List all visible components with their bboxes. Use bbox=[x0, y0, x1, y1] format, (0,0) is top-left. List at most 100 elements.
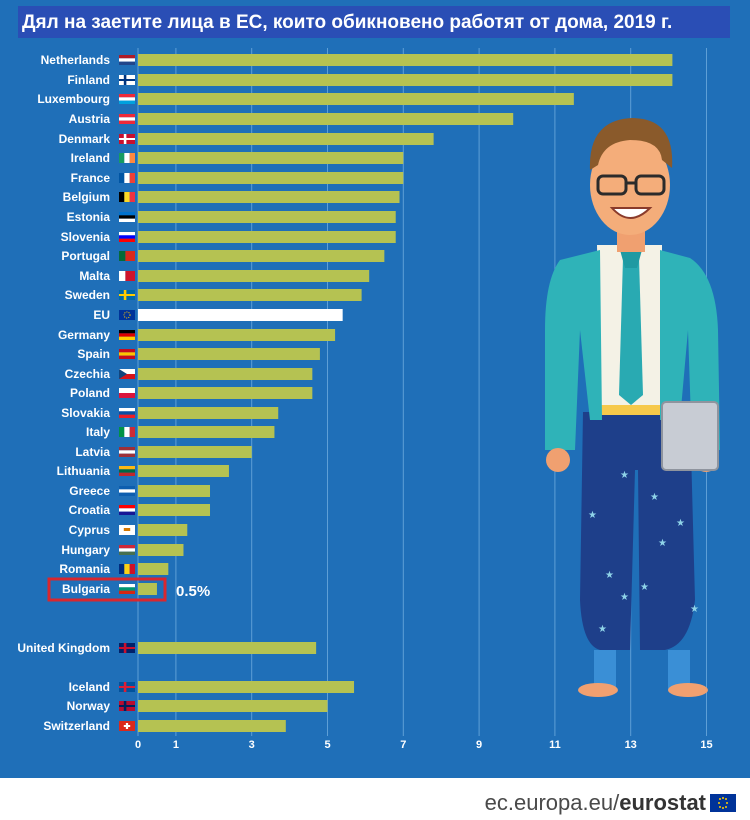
country-label: Slovenia bbox=[61, 230, 111, 244]
person-illustration: ★ ★ ★ ★ ★ ★ ★ ★ ★ ★ bbox=[545, 118, 720, 697]
bar-italy bbox=[138, 426, 275, 438]
es-flag-icon bbox=[119, 349, 135, 359]
country-label: Romania bbox=[59, 562, 110, 576]
country-label: Czechia bbox=[65, 367, 111, 381]
country-label: Greece bbox=[69, 484, 110, 498]
country-label: Italy bbox=[86, 425, 110, 439]
footer-url: ec.europa.eu/ bbox=[484, 790, 620, 815]
si-flag-icon bbox=[119, 232, 135, 242]
country-label: Luxembourg bbox=[37, 92, 110, 106]
nl-flag-icon bbox=[119, 55, 135, 65]
bar-croatia bbox=[138, 504, 211, 516]
x-tick-label: 1 bbox=[173, 739, 179, 751]
at-flag-icon bbox=[119, 114, 135, 124]
bar-hungary bbox=[138, 544, 184, 556]
country-label: Estonia bbox=[67, 210, 111, 224]
country-label: Finland bbox=[67, 73, 110, 87]
x-tick-label: 3 bbox=[249, 739, 255, 751]
highlight-value-label: 0.5% bbox=[176, 583, 210, 600]
bar-bulgaria bbox=[138, 583, 157, 595]
bar-chart: 0 1 3 5 7 9 11 13 15NetherlandsFinlandLuxembourg… bbox=[17, 48, 720, 751]
bar-netherlands bbox=[138, 54, 673, 66]
fi-flag-icon bbox=[119, 75, 135, 85]
se-flag-icon bbox=[119, 290, 135, 300]
lv-flag-icon bbox=[119, 447, 135, 457]
bar-cyprus bbox=[138, 524, 188, 536]
x-tick-label: 5 bbox=[324, 739, 330, 751]
bar-belgium bbox=[138, 191, 400, 203]
x-tick-label: 9 bbox=[476, 739, 482, 751]
ro-flag-icon bbox=[119, 564, 135, 574]
svg-text:★: ★ bbox=[650, 492, 659, 503]
x-tick-label: 15 bbox=[700, 739, 712, 751]
gb-flag-icon bbox=[119, 643, 135, 653]
pl-flag-icon bbox=[119, 388, 135, 398]
country-label: Belgium bbox=[63, 190, 110, 204]
footer: ec.europa.eu/eurostat bbox=[0, 778, 750, 820]
country-label: Netherlands bbox=[41, 53, 111, 67]
country-label: Hungary bbox=[61, 543, 110, 557]
x-tick-label: 7 bbox=[400, 739, 406, 751]
is-flag-icon bbox=[119, 682, 135, 692]
page-title: Дял на заетите лица в ЕС, които обикнове… bbox=[22, 12, 673, 33]
ee-flag-icon bbox=[119, 212, 135, 222]
svg-text:★: ★ bbox=[690, 604, 699, 615]
country-label: United Kingdom bbox=[17, 641, 110, 655]
bar-slovenia bbox=[138, 231, 396, 243]
lt-flag-icon bbox=[119, 466, 135, 476]
fr-flag-icon bbox=[119, 173, 135, 183]
sk-flag-icon bbox=[119, 408, 135, 418]
country-label: Malta bbox=[79, 269, 110, 283]
x-tick-label: 11 bbox=[549, 739, 561, 751]
country-label: Spain bbox=[77, 347, 110, 361]
svg-text:★: ★ bbox=[620, 592, 629, 603]
svg-text:★: ★ bbox=[658, 538, 667, 549]
bar-romania bbox=[138, 563, 169, 575]
mt-flag-icon bbox=[119, 271, 135, 281]
title-bar: Дял на заетите лица в ЕС, които обикнове… bbox=[0, 0, 750, 42]
x-tick-label: 13 bbox=[625, 739, 637, 751]
bar-czechia bbox=[138, 368, 313, 380]
country-label: Germany bbox=[58, 328, 110, 342]
x-tick-label: 0 bbox=[135, 739, 141, 751]
lu-flag-icon bbox=[119, 94, 135, 104]
bar-iceland bbox=[138, 681, 355, 693]
cz-flag-icon bbox=[119, 369, 135, 379]
country-label: Denmark bbox=[59, 132, 111, 146]
bar-finland bbox=[138, 74, 673, 86]
dk-flag-icon bbox=[119, 134, 135, 144]
bar-spain bbox=[138, 348, 320, 360]
title-background bbox=[18, 6, 730, 38]
bar-luxembourg bbox=[138, 93, 574, 105]
hr-flag-icon bbox=[119, 505, 135, 515]
bar-latvia bbox=[138, 446, 252, 458]
country-label: Norway bbox=[67, 699, 111, 713]
bar-greece bbox=[138, 485, 211, 497]
bar-lithuania bbox=[138, 465, 229, 477]
it-flag-icon bbox=[119, 427, 135, 437]
country-label: Poland bbox=[70, 386, 110, 400]
eu-flag-icon bbox=[710, 794, 736, 812]
country-label: Lithuania bbox=[57, 464, 111, 478]
de-flag-icon bbox=[119, 330, 135, 340]
pt-flag-icon bbox=[119, 251, 135, 261]
country-label: Slovakia bbox=[61, 406, 110, 420]
bar-denmark bbox=[138, 133, 434, 145]
bar-germany bbox=[138, 329, 336, 341]
bar-united-kingdom bbox=[138, 642, 317, 654]
no-flag-icon bbox=[119, 701, 135, 711]
svg-text:★: ★ bbox=[620, 470, 629, 481]
gr-flag-icon bbox=[119, 486, 135, 496]
country-label: Latvia bbox=[75, 445, 110, 459]
bar-portugal bbox=[138, 250, 385, 262]
bar-malta bbox=[138, 270, 370, 282]
bar-poland bbox=[138, 387, 313, 399]
bar-sweden bbox=[138, 289, 362, 301]
footer-source[interactable]: ec.europa.eu/eurostat bbox=[485, 790, 706, 816]
bar-switzerland bbox=[138, 720, 286, 732]
ie-flag-icon bbox=[119, 153, 135, 163]
country-label: Ireland bbox=[71, 151, 110, 165]
bar-france bbox=[138, 172, 404, 184]
country-label: Iceland bbox=[69, 680, 110, 694]
cy-flag-icon bbox=[119, 525, 135, 535]
